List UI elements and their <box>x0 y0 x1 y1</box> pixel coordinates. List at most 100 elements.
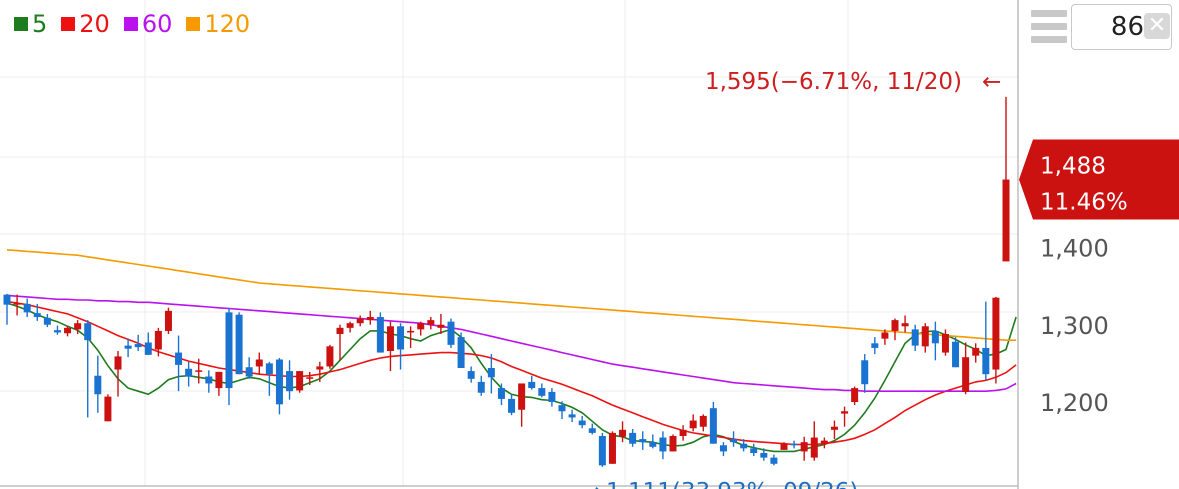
ma60-line <box>6 294 1017 393</box>
legend-item-ma20: 20 <box>61 10 110 38</box>
legend-swatch <box>61 17 76 31</box>
candle <box>487 354 495 394</box>
candle <box>861 354 869 393</box>
candle-body <box>255 359 263 367</box>
candle <box>558 401 566 419</box>
candle <box>427 317 435 330</box>
annotations: 1,595(−6.71%, 11/20) ← → 1,111(33.93%, 0… <box>583 69 1001 489</box>
candle-body <box>427 320 435 325</box>
candle-body <box>871 343 879 348</box>
candle <box>608 431 616 464</box>
candle <box>23 298 31 318</box>
candle <box>164 307 172 335</box>
candle <box>124 338 132 358</box>
legend-swatch <box>123 17 138 31</box>
menu-bar <box>1031 36 1067 43</box>
candle-body <box>719 445 727 452</box>
candle <box>830 420 838 440</box>
candle <box>931 321 939 361</box>
candle <box>699 414 707 432</box>
candle-body <box>689 420 697 429</box>
candle <box>659 431 667 460</box>
candle <box>64 325 72 337</box>
candle <box>689 414 697 432</box>
legend-item-ma60: 60 <box>123 10 173 38</box>
y-axis: 1,200 1,300 1,400 <box>1040 235 1109 418</box>
candle-body <box>699 415 707 427</box>
candle-body <box>114 356 122 370</box>
candle-body <box>286 371 294 392</box>
candle-body <box>578 420 586 426</box>
candle <box>477 375 485 396</box>
candle-body <box>3 294 11 305</box>
candle <box>3 293 11 325</box>
candle <box>376 312 384 353</box>
candle <box>134 334 142 352</box>
candle <box>366 310 374 325</box>
candle-body <box>407 330 415 333</box>
candle-body <box>104 396 112 422</box>
legend-label: 5 <box>32 10 48 38</box>
candle-body <box>972 347 980 356</box>
candle <box>679 425 687 441</box>
candle <box>144 332 152 355</box>
candle-count-input[interactable] <box>1072 5 1144 49</box>
candle <box>760 448 768 461</box>
candle <box>962 342 970 395</box>
candle <box>13 294 21 316</box>
candle <box>992 296 1000 384</box>
candle <box>780 442 788 450</box>
candle <box>417 321 425 336</box>
candle-body <box>891 320 899 331</box>
ma120-line <box>6 249 1017 342</box>
legend-label: 60 <box>141 10 173 38</box>
y-tick-label: 1,300 <box>1040 312 1109 340</box>
close-icon[interactable]: ✕ <box>1144 13 1170 39</box>
candle-body <box>608 432 616 464</box>
candle-body <box>144 342 152 355</box>
candle-body <box>669 435 677 452</box>
candle-body <box>487 368 495 378</box>
candle-body <box>750 448 758 453</box>
candle-body <box>306 377 314 379</box>
candle-body <box>639 439 647 443</box>
candle-body <box>326 346 334 367</box>
candle <box>588 423 596 435</box>
hamburger-menu-icon[interactable] <box>1031 8 1067 46</box>
candle <box>1002 96 1010 262</box>
candle <box>43 313 51 328</box>
candle <box>296 371 304 393</box>
candle <box>84 320 92 418</box>
candle-body <box>881 332 889 339</box>
candle-body <box>528 381 536 389</box>
candle <box>972 343 980 363</box>
menu-bar <box>1031 10 1067 17</box>
candle <box>871 337 879 355</box>
candle <box>740 439 748 452</box>
candle-body <box>53 330 61 333</box>
candle-body <box>386 326 394 352</box>
candle-body <box>679 429 687 436</box>
candle <box>386 321 394 372</box>
candle-body <box>861 360 869 385</box>
candle <box>800 436 808 461</box>
candle-body <box>810 437 818 458</box>
candle <box>457 332 465 369</box>
candle-body <box>911 329 919 346</box>
candle-body <box>558 405 566 412</box>
y-tick-label: 1,200 <box>1040 389 1109 417</box>
low-annotation-arrow: → <box>583 479 602 489</box>
candle-body <box>356 318 364 324</box>
candle <box>901 315 909 333</box>
candle <box>286 360 294 400</box>
candle-body <box>275 359 283 405</box>
candle-body <box>33 313 41 318</box>
candle <box>205 370 213 393</box>
candle-body <box>982 347 990 375</box>
candle <box>982 301 990 381</box>
candle <box>33 303 41 321</box>
candle-body <box>366 317 374 321</box>
candle-body <box>417 323 425 330</box>
candle <box>255 352 263 375</box>
